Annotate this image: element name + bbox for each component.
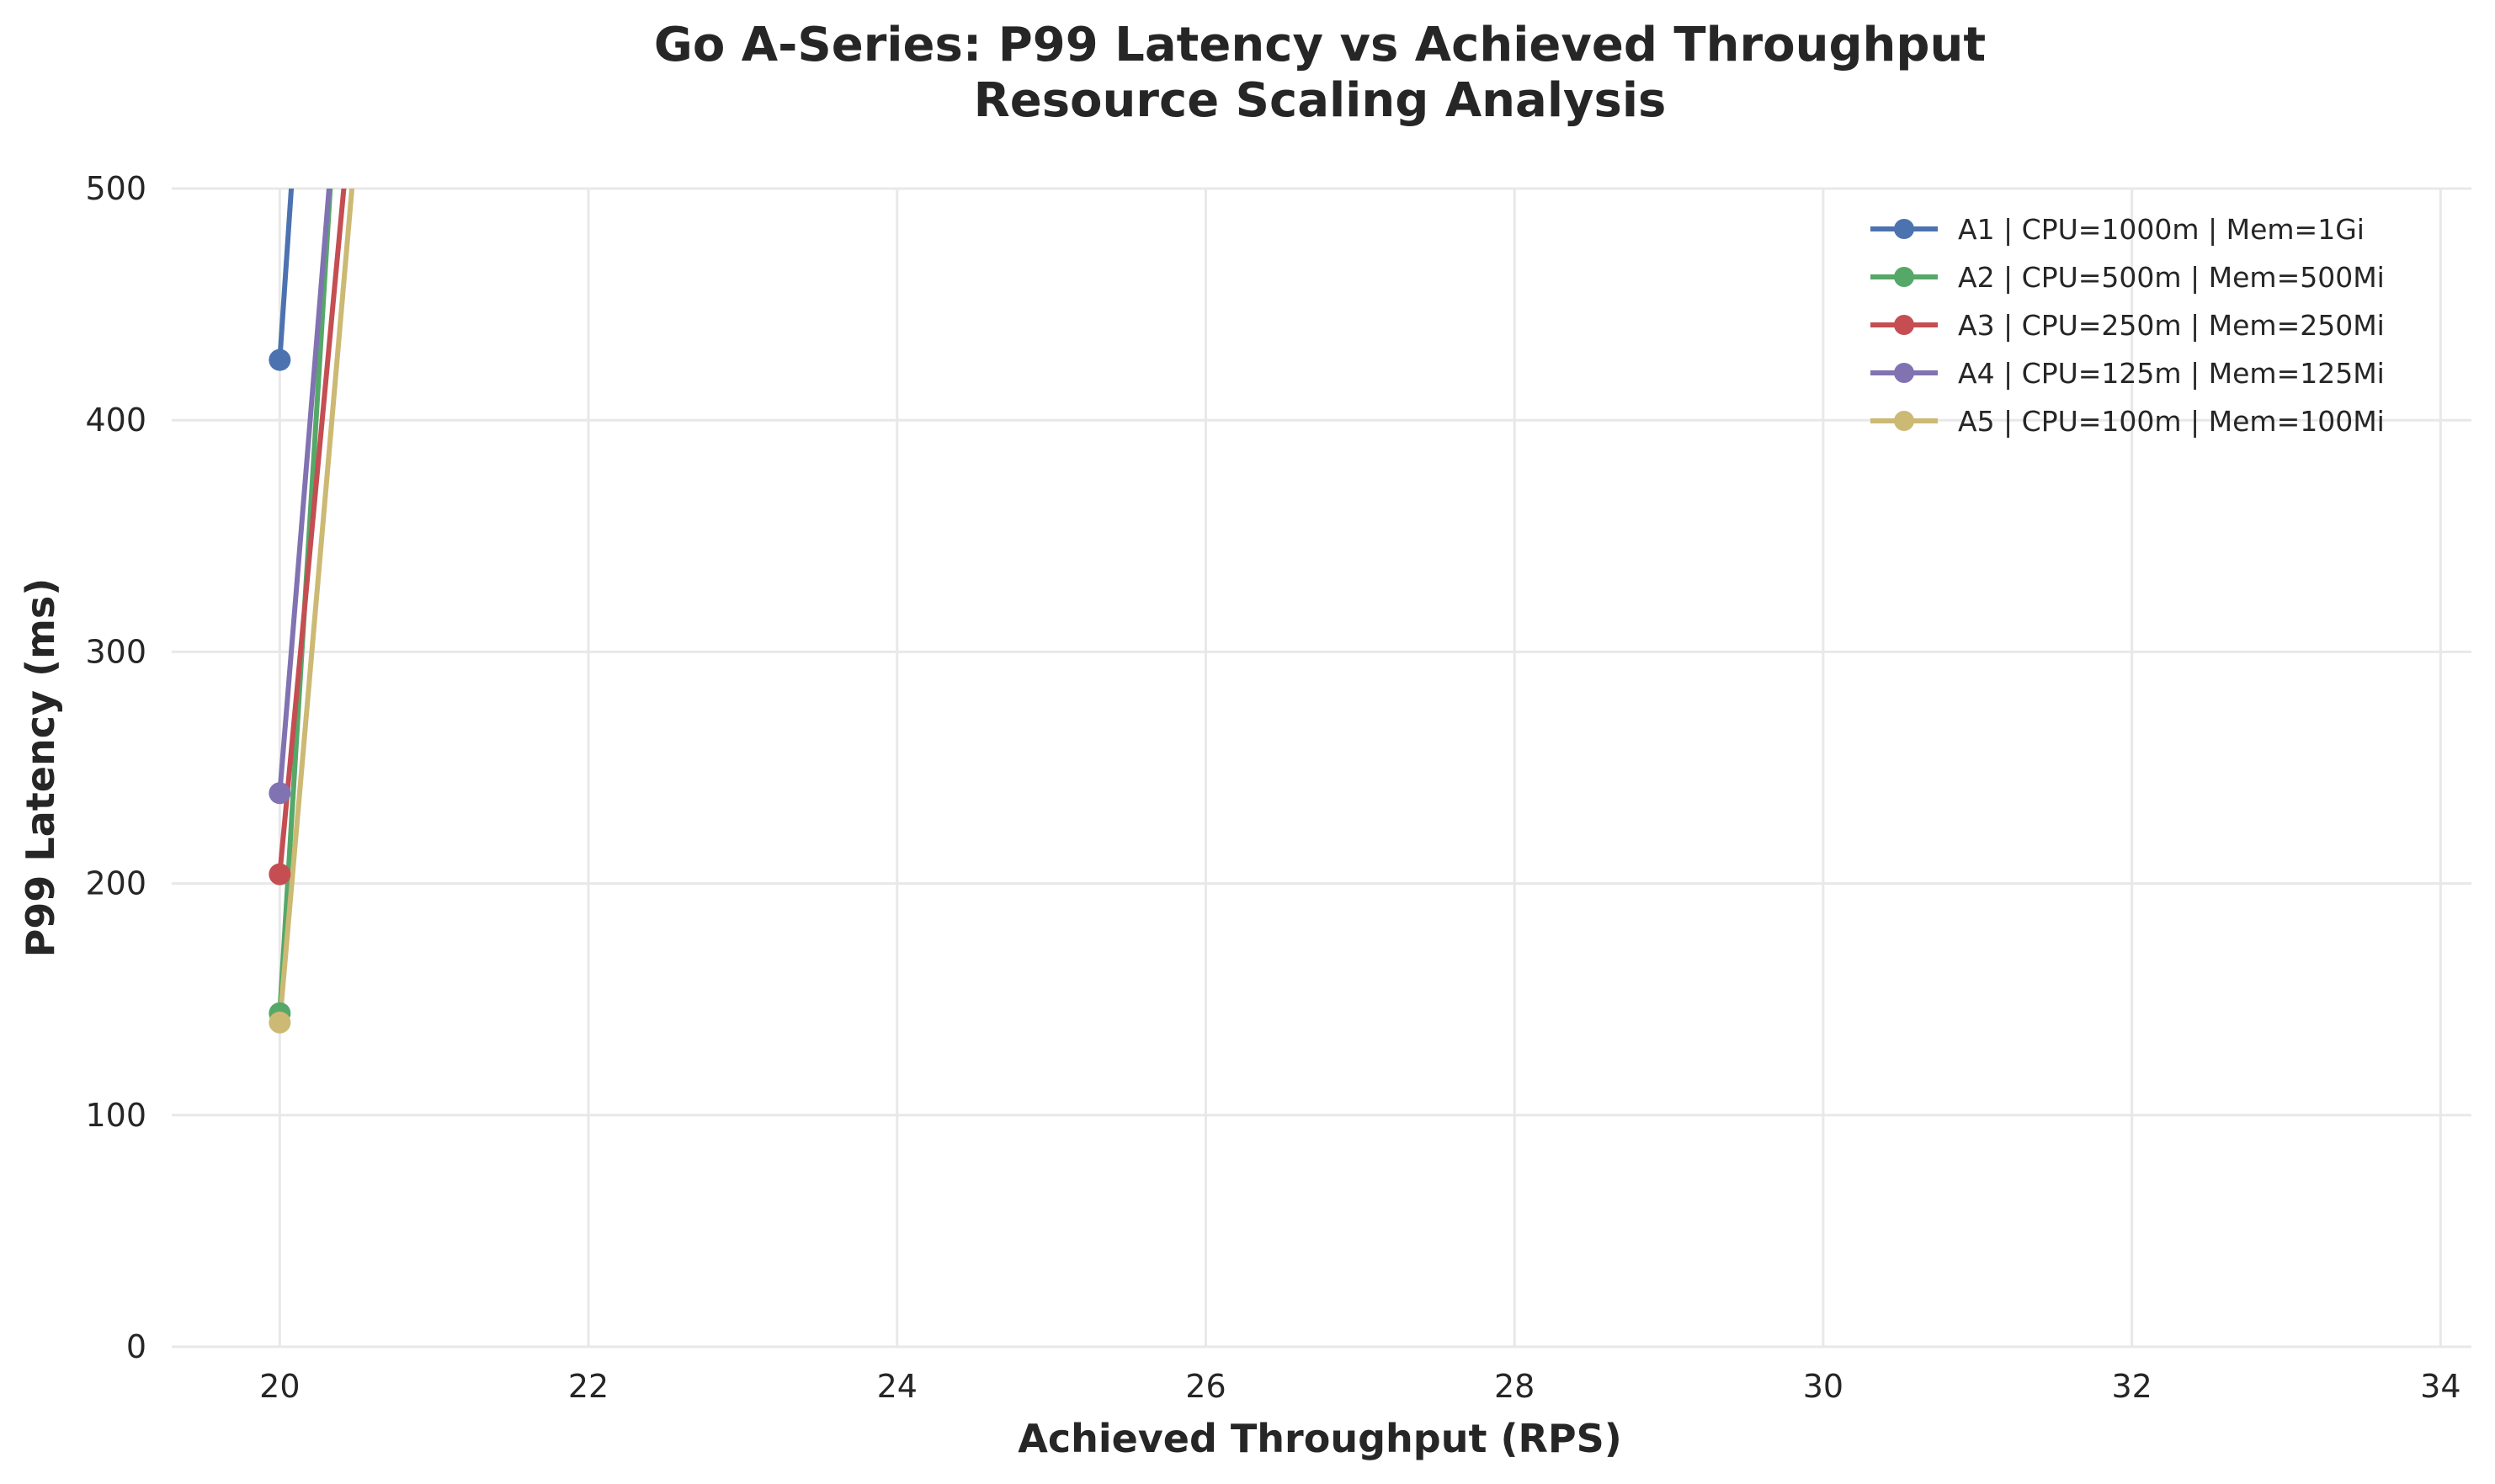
legend-item-2: A2 | CPU=500m | Mem=500Mi bbox=[1870, 261, 2385, 294]
series-line-4 bbox=[277, 189, 332, 796]
legend-label: A2 | CPU=500m | Mem=500Mi bbox=[1958, 261, 2385, 294]
series-line-5 bbox=[277, 189, 355, 1025]
x-tick-label: 28 bbox=[1494, 1368, 1535, 1405]
x-tick-label: 32 bbox=[2111, 1368, 2152, 1405]
legend-swatch-marker bbox=[1894, 411, 1914, 431]
legend-swatch-marker bbox=[1894, 267, 1914, 287]
legend-label: A3 | CPU=250m | Mem=250Mi bbox=[1958, 309, 2385, 342]
legend-item-5: A5 | CPU=100m | Mem=100Mi bbox=[1870, 405, 2385, 438]
legend: A1 | CPU=1000m | Mem=1Gi A2 | CPU=500m | … bbox=[1870, 213, 2385, 438]
x-axis-label: Achieved Throughput (RPS) bbox=[1018, 1416, 1622, 1461]
x-tick-label: 22 bbox=[568, 1368, 609, 1405]
legend-item-1: A1 | CPU=1000m | Mem=1Gi bbox=[1870, 213, 2365, 246]
y-tick-label: 100 bbox=[85, 1097, 146, 1134]
series-layer bbox=[277, 189, 355, 1025]
y-tick-label: 500 bbox=[85, 170, 146, 207]
grid bbox=[172, 187, 2471, 1348]
tick-labels: 20 22 24 26 28 30 32 34 0 100 200 300 400 500 bbox=[85, 170, 2460, 1405]
series-line-3 bbox=[277, 189, 347, 877]
x-tick-label: 26 bbox=[1185, 1368, 1226, 1405]
x-tick-label: 24 bbox=[877, 1368, 918, 1405]
legend-item-3: A3 | CPU=250m | Mem=250Mi bbox=[1870, 309, 2385, 342]
chart-title: Go A-Series: P99 Latency vs Achieved Thr… bbox=[654, 18, 1986, 72]
point-layer bbox=[269, 348, 291, 1034]
legend-swatch-marker bbox=[1894, 363, 1914, 383]
series-line-1 bbox=[277, 189, 295, 363]
y-tick-label: 0 bbox=[126, 1328, 146, 1365]
y-axis-label: P99 Latency (ms) bbox=[18, 578, 63, 958]
x-tick-label: 20 bbox=[259, 1368, 300, 1405]
y-tick-label: 200 bbox=[85, 865, 146, 902]
legend-item-4: A4 | CPU=125m | Mem=125Mi bbox=[1870, 357, 2385, 390]
legend-swatch-marker bbox=[1894, 219, 1914, 239]
x-tick-label: 34 bbox=[2420, 1368, 2460, 1405]
legend-label: A5 | CPU=100m | Mem=100Mi bbox=[1958, 405, 2385, 438]
legend-swatch-marker bbox=[1894, 315, 1914, 335]
x-tick-label: 30 bbox=[1803, 1368, 1843, 1405]
data-point-1 bbox=[269, 348, 291, 371]
data-point-5 bbox=[269, 1011, 291, 1034]
legend-label: A1 | CPU=1000m | Mem=1Gi bbox=[1958, 213, 2365, 246]
chart-subtitle: Resource Scaling Analysis bbox=[974, 73, 1667, 128]
legend-label: A4 | CPU=125m | Mem=125Mi bbox=[1958, 357, 2385, 390]
data-point-4 bbox=[269, 782, 291, 805]
data-point-3 bbox=[269, 863, 291, 886]
y-tick-label: 400 bbox=[85, 402, 146, 439]
y-tick-label: 300 bbox=[85, 633, 146, 670]
